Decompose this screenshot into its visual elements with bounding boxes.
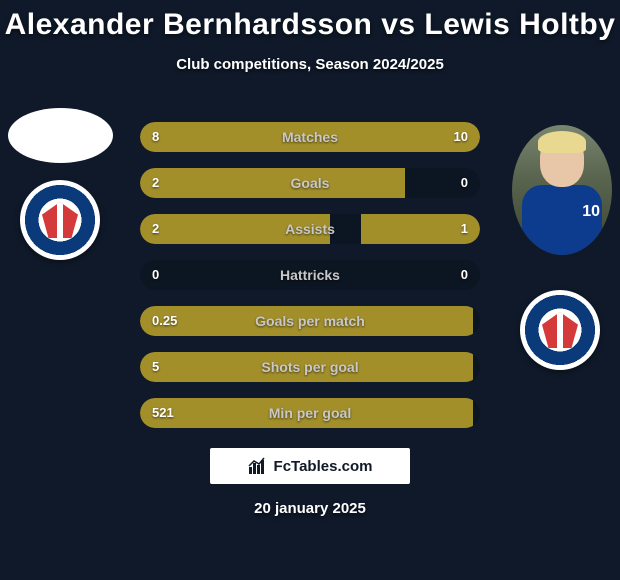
player2-photo: 10 bbox=[512, 125, 612, 255]
stat-row: 5Shots per goal bbox=[140, 352, 480, 382]
stat-label: Hattricks bbox=[140, 260, 480, 290]
stat-row: 20Goals bbox=[140, 168, 480, 198]
player2-jersey-number: 10 bbox=[582, 203, 600, 221]
stat-row: 00Hattricks bbox=[140, 260, 480, 290]
page-date: 20 january 2025 bbox=[0, 500, 620, 517]
player1-club-badge bbox=[20, 180, 100, 260]
stat-row: 810Matches bbox=[140, 122, 480, 152]
stat-label: Goals per match bbox=[140, 306, 480, 336]
page-title: Alexander Bernhardsson vs Lewis Holtby bbox=[0, 0, 620, 42]
stat-label: Matches bbox=[140, 122, 480, 152]
stat-row: 21Assists bbox=[140, 214, 480, 244]
stat-label: Assists bbox=[140, 214, 480, 244]
page-subtitle: Club competitions, Season 2024/2025 bbox=[0, 56, 620, 73]
stat-row: 521Min per goal bbox=[140, 398, 480, 428]
player1-photo bbox=[8, 108, 113, 163]
brand-label: FcTables.com bbox=[274, 458, 373, 475]
stat-label: Goals bbox=[140, 168, 480, 198]
brand-badge: FcTables.com bbox=[210, 448, 410, 484]
player2-club-badge bbox=[520, 290, 600, 370]
brand-icon bbox=[248, 457, 268, 475]
stat-row: 0.25Goals per match bbox=[140, 306, 480, 336]
stat-label: Min per goal bbox=[140, 398, 480, 428]
comparison-chart: 810Matches 20Goals 21Assists 00Hattricks 0.2… bbox=[140, 122, 480, 444]
stat-label: Shots per goal bbox=[140, 352, 480, 382]
